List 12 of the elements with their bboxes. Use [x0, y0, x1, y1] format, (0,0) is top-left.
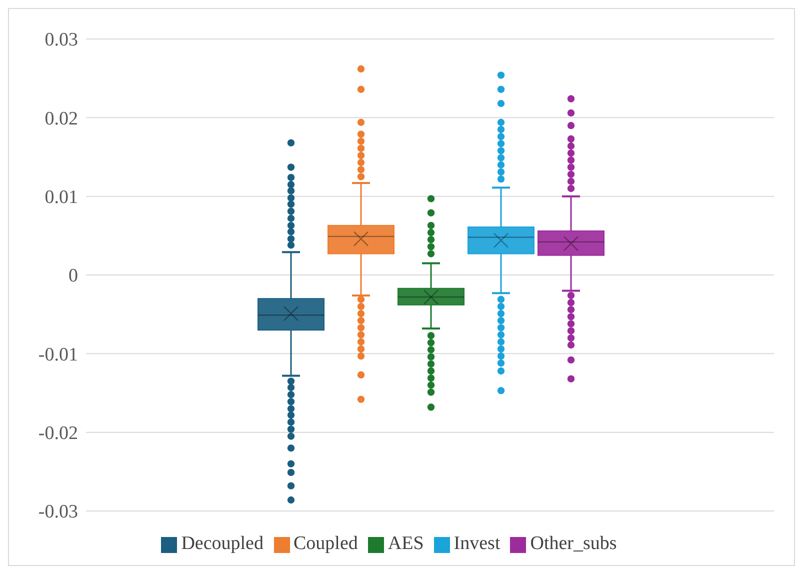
y-tick-label: 0.01: [44, 187, 78, 208]
legend-label: Other_subs: [530, 533, 617, 554]
y-tick-label: 0.03: [44, 30, 78, 51]
legend-label: Coupled: [294, 533, 358, 554]
legend-label: Decoupled: [181, 533, 264, 554]
y-tick-label: 0.02: [44, 108, 78, 130]
y-tick-label: -0.01: [38, 344, 78, 366]
y-tick-label: -0.02: [38, 423, 78, 444]
y-tick-label: 0: [68, 266, 78, 287]
y-tick-label: -0.03: [38, 502, 78, 523]
legend-label: AES: [388, 533, 424, 554]
legend-label: Invest: [454, 533, 500, 554]
